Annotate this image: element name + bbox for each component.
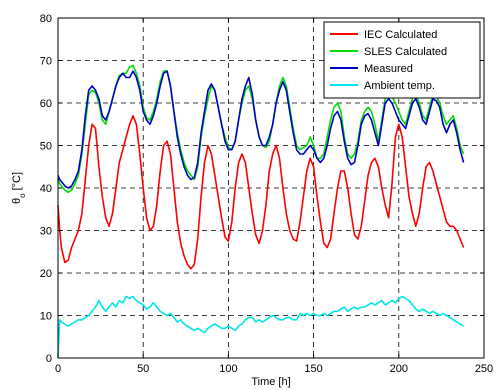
y-tick-label: 70 (40, 56, 52, 68)
series-line-measured (57, 70, 465, 189)
y-tick-label: 60 (40, 98, 52, 110)
axis-ticks: 0 50 100 150 200 250 0 10 20 30 40 50 60 70 80 (40, 13, 493, 375)
y-tick-label: 20 (40, 268, 52, 280)
y-tick-label: 10 (40, 311, 52, 323)
series-line-iec-calculated (57, 115, 465, 270)
x-tick-label: 50 (137, 363, 149, 375)
y-tick-label: 30 (40, 226, 52, 238)
series-line-ambient-temp (57, 295, 465, 359)
y-tick-label: 40 (40, 183, 52, 195)
y-axis-label-subscript: o (18, 193, 27, 198)
y-tick-label: 50 (40, 141, 52, 153)
legend-label: Measured (364, 63, 413, 75)
y-tick-label: 0 (46, 353, 52, 365)
legend-label: SLES Calculated (364, 46, 447, 58)
legend-label: Ambient temp. (364, 80, 435, 92)
x-tick-label: 0 (55, 363, 61, 375)
series-lines (57, 64, 465, 359)
y-axis-label-unit: [°C] (11, 172, 23, 194)
x-tick-label: 200 (390, 363, 408, 375)
x-tick-label: 100 (219, 363, 237, 375)
x-tick-label: 250 (475, 363, 493, 375)
x-tick-label: 150 (304, 363, 322, 375)
y-tick-label: 80 (40, 13, 52, 25)
x-axis-label: Time [h] (251, 376, 290, 388)
y-axis-label-symbol: θ (11, 198, 23, 204)
legend-label: IEC Calculated (364, 29, 437, 41)
legend: IEC Calculated SLES Calculated Measured Amb… (323, 21, 481, 99)
y-axis-label: θo [°C] (11, 172, 27, 204)
